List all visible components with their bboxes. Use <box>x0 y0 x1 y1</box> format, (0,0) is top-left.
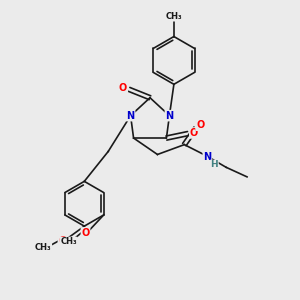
Text: N: N <box>165 111 173 121</box>
Text: O: O <box>119 82 127 93</box>
Text: O: O <box>190 128 198 138</box>
Text: O: O <box>58 236 67 246</box>
Text: N: N <box>203 152 211 162</box>
Text: CH₃: CH₃ <box>35 243 51 252</box>
Text: H: H <box>210 160 218 169</box>
Text: CH₃: CH₃ <box>166 12 182 21</box>
Text: O: O <box>81 228 90 238</box>
Text: N: N <box>127 111 135 121</box>
Text: O: O <box>196 120 204 130</box>
Text: CH₃: CH₃ <box>60 237 77 246</box>
